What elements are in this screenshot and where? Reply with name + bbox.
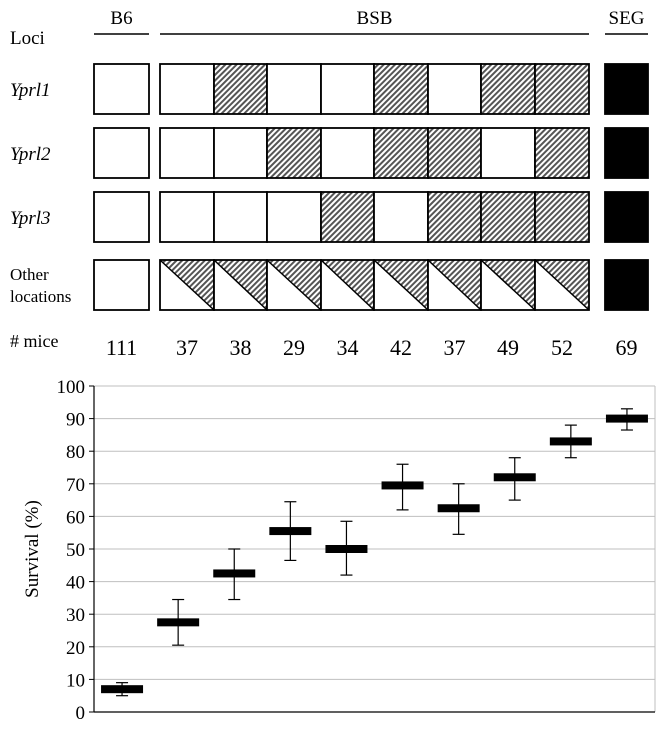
genotype-cell-white — [93, 63, 150, 115]
genotype-cell-hatched — [480, 63, 536, 115]
genotype-cell-diagonal — [373, 259, 429, 311]
genotype-cell-white — [373, 191, 429, 243]
genotype-cell-hatched — [534, 191, 590, 243]
row-label: Yprl2 — [10, 144, 51, 165]
mice-count: 49 — [497, 335, 519, 360]
mice-count: 37 — [176, 335, 198, 360]
genotype-cell-hatched — [373, 63, 429, 115]
data-point-mean — [605, 414, 648, 423]
genotype-cell-diagonal — [320, 259, 375, 311]
mice-count: 38 — [230, 335, 252, 360]
mice-count: 42 — [390, 335, 412, 360]
group-label-bsb: BSB — [357, 8, 393, 29]
loci-header: Loci — [10, 28, 45, 49]
genotype-cell-hatched — [427, 191, 482, 243]
row-label-line2: locations — [10, 287, 71, 306]
genotype-cell-white — [159, 63, 215, 115]
y-tick-label: 60 — [66, 507, 85, 528]
group-label-seg: SEG — [609, 8, 645, 29]
data-point-mean — [325, 545, 368, 553]
y-tick-label: 30 — [66, 605, 85, 626]
mice-label: # mice — [10, 331, 58, 351]
genotype-cell-white — [93, 127, 150, 179]
mice-count: 111 — [106, 335, 137, 360]
data-point-mean — [493, 473, 536, 482]
genotype-cell-white — [427, 63, 482, 115]
data-point-mean — [549, 437, 592, 446]
y-tick-label: 70 — [66, 475, 85, 496]
genotype-cell-diagonal — [213, 259, 268, 311]
group-label-b6: B6 — [110, 8, 132, 29]
genotype-cell-hatched — [480, 191, 536, 243]
survival-chart: 0 10 20 30 40 50 60 70 80 90 100 Survival (%) — [22, 377, 656, 724]
genotype-cell-hatched — [534, 63, 590, 115]
genotype-cell-diagonal — [480, 259, 536, 311]
genotype-cell-diagonal — [534, 259, 590, 311]
row-label: Other — [10, 265, 49, 284]
y-axis-label: Survival (%) — [22, 500, 43, 598]
genotype-cell-hatched — [427, 127, 482, 179]
genotype-cell-hatched — [534, 127, 590, 179]
genotype-cell-black — [604, 191, 649, 243]
y-tick-label: 90 — [66, 410, 85, 431]
y-tick-label: 20 — [66, 638, 85, 659]
genotype-cell-white — [159, 127, 215, 179]
mice-count: 52 — [551, 335, 573, 360]
data-point-mean — [381, 481, 424, 490]
genotype-cell-white — [213, 127, 268, 179]
genotype-cell-hatched — [266, 127, 322, 179]
genotype-cell-white — [320, 127, 375, 179]
row-label: Yprl1 — [10, 80, 51, 101]
genotype-cell-black — [604, 127, 649, 179]
genotype-cell-black — [604, 259, 649, 311]
y-tick-label: 50 — [66, 540, 85, 561]
genotype-cell-hatched — [373, 127, 429, 179]
genotype-cell-white — [93, 191, 150, 243]
mice-count: 69 — [616, 335, 638, 360]
y-tick-label: 10 — [66, 670, 85, 691]
genotype-cell-white — [320, 63, 375, 115]
y-tick-label: 40 — [66, 573, 85, 594]
data-point-mean — [157, 618, 200, 627]
genotype-cell — [534, 259, 590, 311]
data-point-mean — [269, 527, 312, 536]
y-tick-label: 100 — [57, 377, 86, 398]
genotype-cell-white — [93, 259, 150, 311]
genotype-cell-white — [480, 127, 536, 179]
genotype-cell-hatched — [320, 191, 375, 243]
genotype-cell-diagonal — [427, 259, 482, 311]
genotype-cell-white — [159, 191, 215, 243]
data-point-mean — [437, 504, 480, 513]
data-point-mean — [101, 685, 144, 694]
genotype-cell-diagonal — [266, 259, 322, 311]
mice-count: 37 — [444, 335, 466, 360]
mice-count: 34 — [337, 335, 359, 360]
genotype-cell-black — [604, 63, 649, 115]
genotype-cell-hatched — [213, 63, 268, 115]
data-point-mean — [213, 569, 256, 578]
genotype-table: B6 BSB SEG Loci Yprl1 Yprl2 Yprl3 Other location… — [10, 8, 649, 360]
y-tick-label: 80 — [66, 442, 85, 463]
row-label: Yprl3 — [10, 208, 51, 229]
genotype-cell-white — [266, 191, 322, 243]
mice-count: 29 — [283, 335, 305, 360]
y-tick-label: 0 — [76, 703, 86, 724]
genotype-cell-white — [266, 63, 322, 115]
genotype-cell-diagonal — [159, 259, 215, 311]
genotype-cell-white — [213, 191, 268, 243]
